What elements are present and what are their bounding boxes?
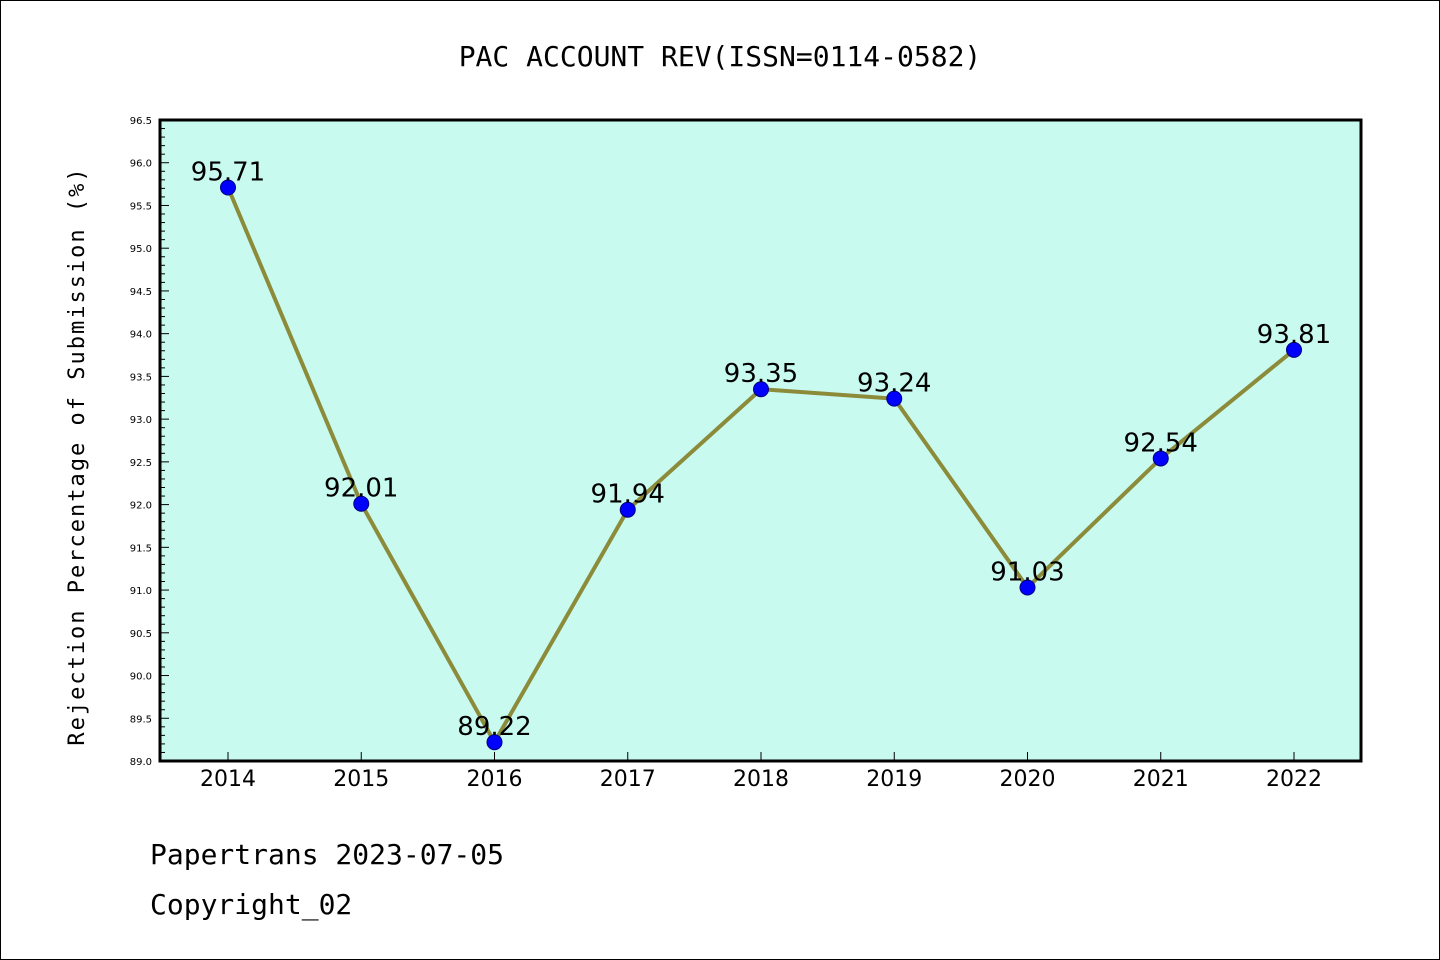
footer-copyright: Copyright_02: [150, 888, 352, 922]
x-axis: 2014 2015 2016 2017 2018 2019 2020 2021 2022: [200, 752, 1322, 792]
data-point: [486, 734, 503, 751]
footer-date: Papertrans 2023-07-05: [150, 838, 504, 871]
x-tick-label: 2019: [866, 767, 922, 792]
y-tick-label: 93.0: [130, 415, 152, 426]
y-tick-label: 91.0: [130, 586, 152, 597]
data-point: [619, 501, 636, 518]
y-tick-label: 95.5: [130, 201, 152, 212]
x-tick-label: 2022: [1266, 767, 1322, 792]
y-tick-label: 89.0: [130, 757, 152, 768]
y-tick-label: 95.0: [130, 244, 152, 255]
data-label: 89.22: [457, 712, 531, 742]
y-tick-label: 92.5: [130, 458, 152, 469]
x-tick-label: 2020: [1000, 767, 1056, 792]
chart-title: PAC ACCOUNT REV(ISSN=0114-0582): [459, 40, 982, 73]
x-tick-label: 2017: [600, 767, 656, 792]
series-layer: 95.71 92.01 89.22 91.94 93.35 93.24 91.03 92.54…: [191, 158, 1331, 751]
data-point: [220, 179, 236, 196]
x-tick-label: 2021: [1133, 767, 1189, 792]
y-tick-label: 94.0: [130, 330, 152, 341]
x-tick-label: 2018: [733, 767, 789, 792]
y-tick-label: 89.5: [130, 714, 152, 725]
y-tick-label: 96.5: [130, 116, 152, 127]
y-tick-label: 96.0: [130, 159, 152, 170]
data-point: [886, 390, 903, 407]
data-label: 93.81: [1257, 320, 1331, 350]
data-point: [1152, 450, 1169, 467]
data-label: 91.03: [990, 558, 1064, 588]
y-axis: 89.0 89.5 90.0 90.5 91.0 91.5 92.0 92.5 93.0 93.5…: [130, 116, 169, 768]
x-tick-label: 2015: [333, 767, 389, 792]
y-tick-label: 90.5: [130, 629, 152, 640]
y-tick-label: 92.0: [130, 501, 152, 512]
data-label: 92.01: [324, 474, 398, 504]
x-tick-label: 2016: [467, 767, 523, 792]
data-label: 91.94: [591, 480, 665, 510]
data-label: 93.24: [857, 369, 931, 399]
data-point: [1019, 579, 1036, 596]
y-tick-label: 93.5: [130, 372, 152, 383]
data-point: [353, 495, 370, 512]
data-label: 93.35: [724, 359, 798, 389]
y-tick-label: 91.5: [130, 543, 152, 554]
data-point: [753, 381, 769, 398]
data-point: [1286, 341, 1302, 358]
y-tick-label: 94.5: [130, 287, 152, 298]
plot-area: [158, 118, 1363, 763]
x-tick-label: 2014: [200, 767, 256, 792]
data-label: 92.54: [1124, 428, 1198, 458]
y-tick-label: 90.0: [130, 672, 152, 683]
y-axis-label: Rejection Percentage of Submission (%): [65, 166, 90, 745]
data-label: 95.71: [191, 158, 265, 188]
